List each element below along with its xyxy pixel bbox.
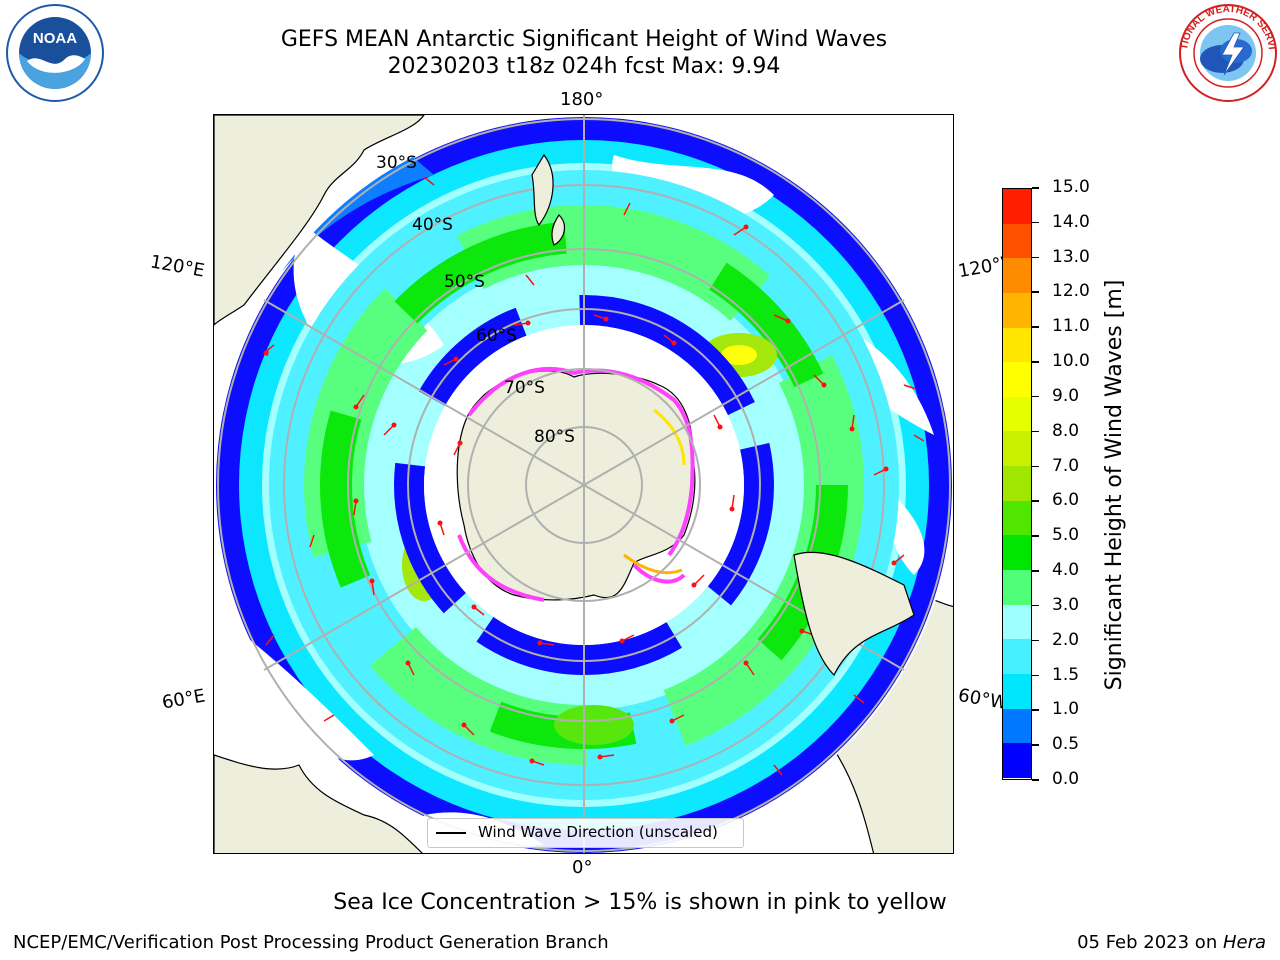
colorbar-segment (1003, 639, 1031, 674)
colorbar-segment (1003, 258, 1031, 293)
nws-logo: NATIONAL WEATHER SERVICE (1178, 3, 1277, 102)
chart-title: GEFS MEAN Antarctic Significant Height o… (280, 27, 888, 52)
colorbar-tick-label: 14.0 (1052, 211, 1090, 232)
colorbar-tick-mark (1032, 709, 1039, 711)
lon-label-180: 180° (560, 89, 604, 110)
colorbar-tick-label: 15.0 (1052, 177, 1090, 197)
colorbar-tick-label: 10.0 (1052, 351, 1090, 372)
chart-subtitle: 20230203 t18z 024h fcst Max: 9.94 (387, 54, 781, 79)
footer-host: Hera (1222, 932, 1266, 953)
colorbar-tick-label: 9.0 (1052, 385, 1080, 406)
footer-date-text: 05 Feb 2023 on (1077, 932, 1223, 953)
lat-label-80s: 80°S (534, 427, 575, 447)
lon-label-0: 0° (572, 857, 593, 878)
lat-label-30s: 30°S (376, 153, 417, 173)
noaa-logo: NOAA (6, 4, 104, 102)
colorbar-tick-mark (1032, 604, 1039, 607)
colorbar-tick-mark (1032, 570, 1039, 572)
colorbar-segment (1003, 362, 1031, 397)
colorbar-segment (1003, 535, 1031, 571)
lon-label-120e: 120°E (148, 251, 207, 282)
colorbar-tick-label: 6.0 (1052, 490, 1080, 511)
colorbar-tick-label: 7.0 (1052, 455, 1080, 476)
colorbar-tick-label: 0.0 (1052, 769, 1080, 789)
colorbar-tick-label: 3.0 (1052, 594, 1080, 615)
colorbar-label: Significant Height of Wind Waves [m] (1102, 279, 1127, 691)
arrow-heads (263, 224, 897, 764)
colorbar-segment (1003, 673, 1031, 709)
colorbar-tick-mark (1032, 256, 1039, 259)
sea-ice-note: Sea Ice Concentration > 15% is shown in … (333, 890, 947, 915)
colorbar-tick-mark (1032, 430, 1039, 433)
coastlines (531, 153, 915, 677)
map-legend: Wind Wave Direction (unscaled) (427, 818, 744, 848)
colorbar-segment (1003, 431, 1031, 467)
lat-label-50s: 50°S (444, 272, 485, 292)
colorbar-segment (1003, 189, 1031, 224)
footer-date: 05 Feb 2023 on Hera (1077, 932, 1266, 953)
colorbar-tick-mark (1032, 187, 1039, 189)
map-panel: 30°S 40°S 50°S 60°S 70°S 80°S (213, 114, 954, 854)
noaa-logo-text: NOAA (33, 30, 77, 47)
colorbar-tick-label: 1.5 (1052, 664, 1080, 685)
colorbar-tick-mark (1032, 674, 1039, 677)
colorbar-tick-label: 2.0 (1052, 629, 1080, 650)
colorbar-segment (1003, 396, 1031, 432)
colorbar-tick-label: 13.0 (1052, 246, 1090, 267)
colorbar-segment (1003, 500, 1031, 536)
colorbar-tick-mark (1032, 221, 1039, 224)
colorbar-segment (1003, 292, 1031, 328)
legend-line-swatch (436, 832, 466, 834)
colorbar-segment (1003, 604, 1031, 640)
colorbar-tick-mark (1032, 500, 1039, 502)
colorbar-tick-mark (1032, 361, 1039, 363)
colorbar-segment (1003, 743, 1031, 778)
colorbar-tick-mark (1032, 779, 1039, 781)
colorbar-tick-label: 11.0 (1052, 316, 1090, 337)
colorbar-tick-mark (1032, 465, 1039, 468)
sea-ice-edge (457, 367, 695, 602)
colorbar-tick-mark (1032, 291, 1039, 293)
lat-label-60s: 60°S (476, 326, 517, 346)
colorbar-tick-mark (1032, 326, 1039, 328)
colorbar-segment (1003, 327, 1031, 363)
colorbar-segment (1003, 223, 1031, 259)
colorbar-segment (1003, 570, 1031, 605)
colorbar-segment (1003, 466, 1031, 501)
colorbar-tick-mark (1032, 744, 1039, 746)
legend-label: Wind Wave Direction (unscaled) (478, 823, 718, 841)
colorbar-tick-mark (1032, 535, 1039, 537)
colorbar-tick-label: 0.5 (1052, 734, 1080, 755)
lat-label-40s: 40°S (412, 215, 453, 235)
lon-label-60e: 60°E (160, 685, 207, 714)
colorbar-tick-label: 4.0 (1052, 560, 1080, 581)
colorbar-tick-label: 5.0 (1052, 525, 1080, 546)
colorbar-tick-mark (1032, 639, 1039, 642)
colorbar-tick-label: 8.0 (1052, 420, 1080, 441)
footer-credit: NCEP/EMC/Verification Post Processing Pr… (13, 932, 609, 953)
colorbar-tick-mark (1032, 395, 1039, 398)
lat-label-70s: 70°S (504, 378, 545, 398)
colorbar-tick-label: 1.0 (1052, 699, 1080, 720)
colorbar (1002, 188, 1032, 780)
polar-map: 30°S 40°S 50°S 60°S 70°S 80°S (214, 115, 953, 853)
colorbar-segment (1003, 708, 1031, 744)
latitude-labels: 30°S 40°S 50°S 60°S 70°S 80°S (376, 153, 575, 447)
colorbar-tick-label: 12.0 (1052, 281, 1090, 302)
graticule (217, 115, 951, 853)
